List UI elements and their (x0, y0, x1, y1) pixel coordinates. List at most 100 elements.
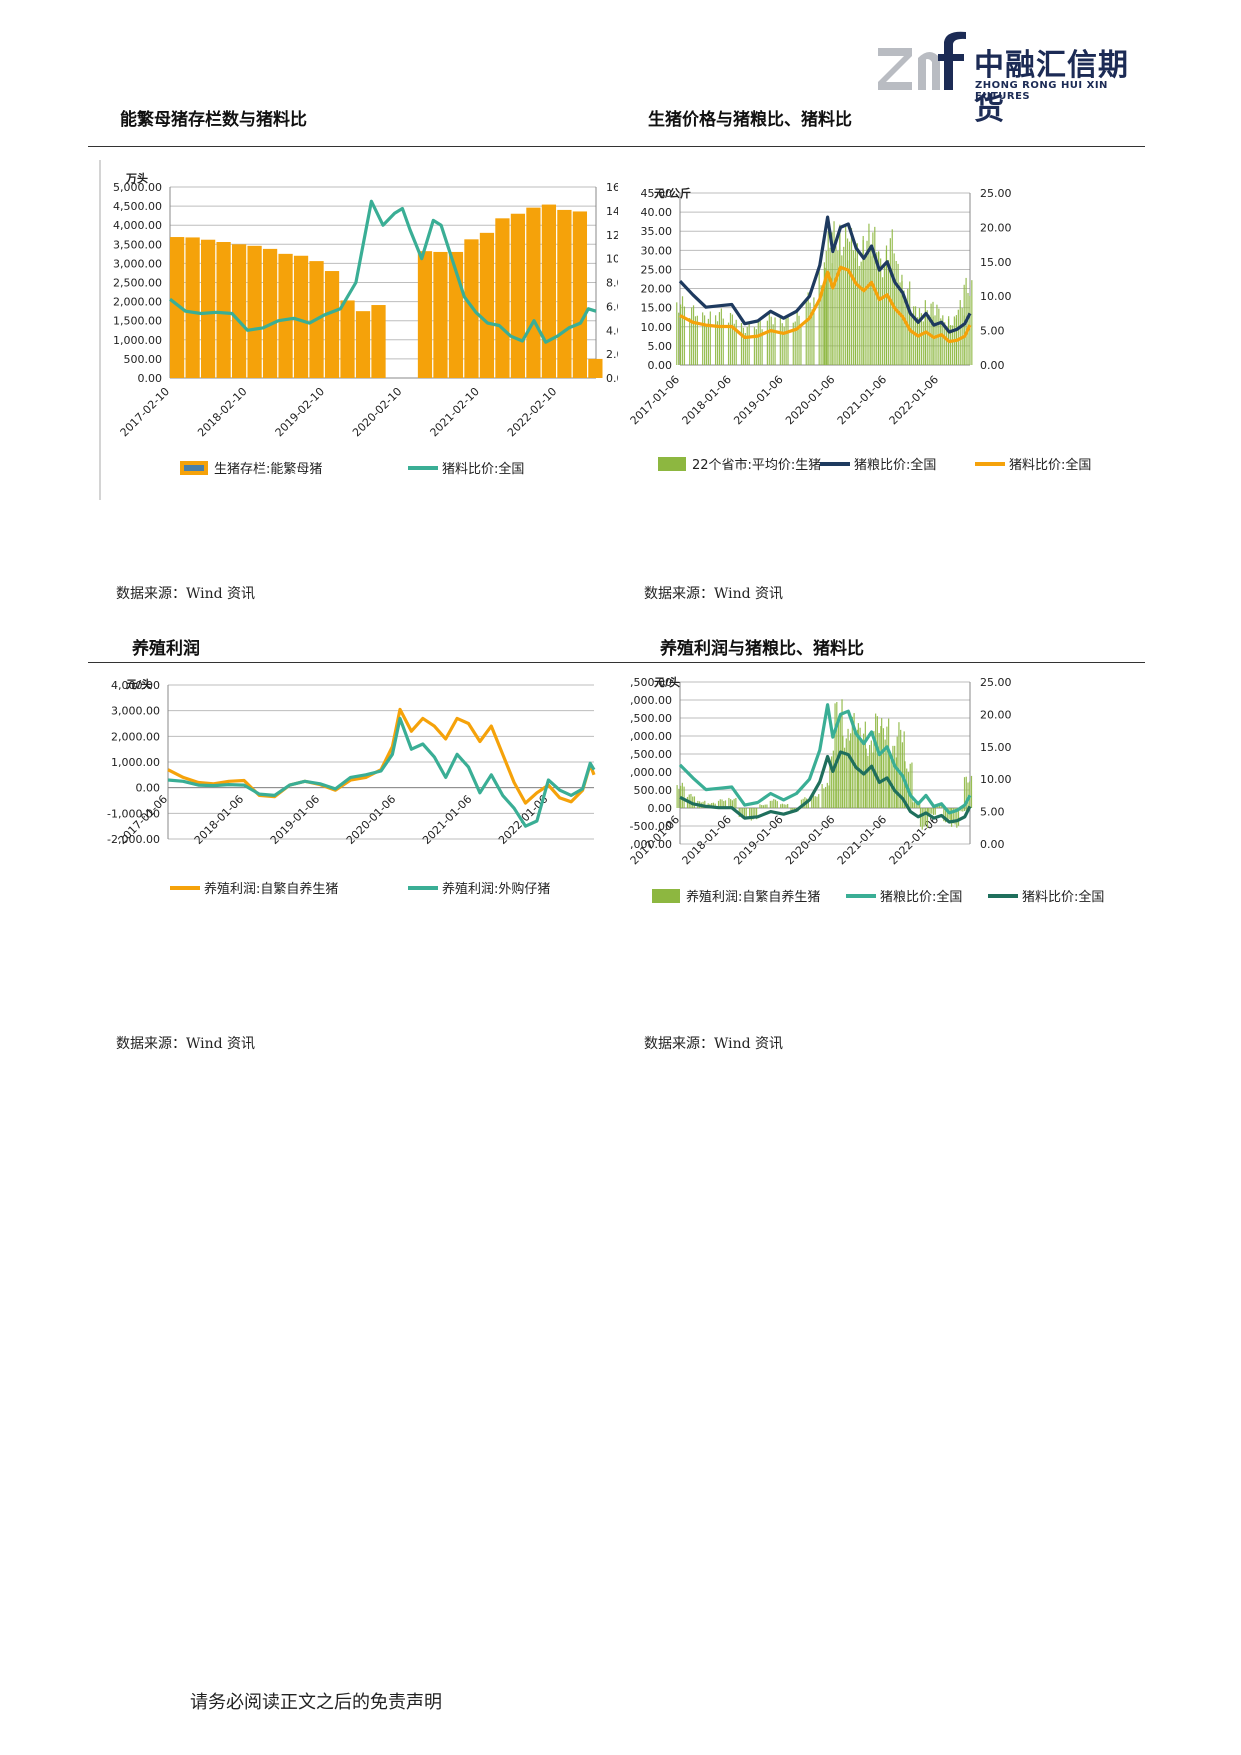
x-tick-label: 2021-01-06 (835, 813, 889, 867)
bar (800, 799, 803, 808)
bar (853, 713, 855, 808)
bar (510, 213, 526, 378)
bar (216, 242, 231, 378)
bar (839, 230, 841, 365)
x-tick-label: 2020-01-06 (783, 373, 837, 427)
bar (865, 748, 867, 808)
y-left-tick-label: -1,000.00 (107, 807, 160, 820)
bar (916, 317, 919, 365)
bar (915, 800, 917, 808)
chart-svg-4: -1,000.00 -500.00 0.00 500.00 1,000.00 1,500.… (619, 675, 1104, 905)
bar (479, 232, 495, 378)
bar (740, 323, 743, 365)
bar (731, 800, 733, 808)
bar (919, 802, 921, 808)
section-title-2: 生猪价格与猪粮比、猪料比 (648, 110, 852, 130)
bar (170, 237, 185, 378)
bar (690, 793, 692, 808)
bar (676, 785, 678, 808)
series-line-2 (167, 716, 596, 828)
data-source-4: 数据来源：Wind 资讯 (644, 1036, 784, 1052)
bar (956, 808, 958, 828)
bar (969, 295, 971, 365)
y-left-tick-label: 30.00 (641, 244, 673, 257)
bar (950, 808, 953, 827)
bar (900, 729, 902, 808)
bar (881, 718, 883, 808)
bar (755, 329, 757, 365)
bar (781, 323, 783, 365)
bar (847, 260, 849, 365)
bar (849, 740, 851, 808)
bar (785, 317, 787, 365)
bar (557, 209, 572, 378)
y-right-tick-label: 8.00 (606, 277, 618, 290)
chart-sows-inventory: 0.00 500.00 1,000.00 1,500.00 2,000.00 2,500.… (98, 150, 638, 555)
data-source-3: 数据来源：Wind 资讯 (116, 1036, 256, 1052)
bar (818, 267, 820, 365)
y-left-tick-label: 0.00 (136, 782, 161, 795)
bar (875, 713, 877, 808)
bar (932, 316, 934, 365)
bar (766, 320, 768, 365)
bar (923, 808, 925, 827)
y-right-tick-label: 5.00 (980, 325, 1005, 338)
y-left-tick-label: 20.00 (641, 283, 673, 296)
bar (971, 280, 973, 365)
bar (887, 260, 890, 365)
bar (960, 808, 962, 812)
unit-label: 元/头 (654, 675, 680, 689)
bar (754, 808, 756, 818)
bar (825, 250, 827, 365)
y-left-tick-label: 1,000.00 (630, 766, 672, 779)
bar (526, 207, 541, 378)
y-left-tick-label: 2,000.00 (630, 730, 672, 743)
bar (884, 739, 886, 808)
bar (940, 804, 942, 808)
bar (874, 226, 876, 365)
bar (692, 305, 695, 365)
bar (911, 317, 913, 365)
y-left-tick-label: 1,000.00 (111, 756, 160, 769)
bar (880, 726, 882, 808)
legend-label: 猪粮比价:全国 (880, 889, 962, 905)
bar (967, 782, 969, 808)
bar (683, 786, 685, 808)
y-right-tick-label: 16.00 (606, 181, 618, 194)
x-tick-label: 2018-01-06 (680, 813, 734, 867)
bar (811, 794, 813, 808)
bar (834, 703, 836, 808)
y-right-tick-label: 6.00 (606, 300, 618, 313)
bar (676, 302, 678, 365)
series-line-3 (679, 750, 972, 824)
x-tick-label: 2020-01-06 (783, 813, 837, 867)
bar (694, 316, 697, 365)
bar (952, 808, 954, 824)
bar (417, 251, 433, 378)
bar (748, 323, 750, 365)
bar (766, 804, 768, 808)
bar (731, 314, 733, 365)
bar (856, 243, 858, 365)
y-right-tick-label: 0.00 (980, 838, 1005, 851)
bar (842, 735, 844, 808)
bar (850, 227, 853, 365)
bar (909, 314, 911, 365)
bar (759, 321, 761, 365)
bar (864, 721, 866, 808)
bar (811, 309, 813, 365)
x-tick-label: 2017-01-06 (630, 373, 682, 427)
bar (185, 237, 200, 378)
bar (790, 808, 792, 812)
bar (807, 799, 809, 808)
bar (944, 322, 946, 365)
bar (962, 808, 964, 812)
bar (859, 727, 861, 808)
bar (816, 796, 818, 808)
x-tick-label: 2021-01-06 (835, 373, 889, 427)
bar (841, 255, 843, 365)
bar (717, 800, 720, 808)
bar (703, 315, 706, 365)
bar (894, 745, 896, 808)
y-right-tick-label: 20.00 (980, 708, 1012, 721)
